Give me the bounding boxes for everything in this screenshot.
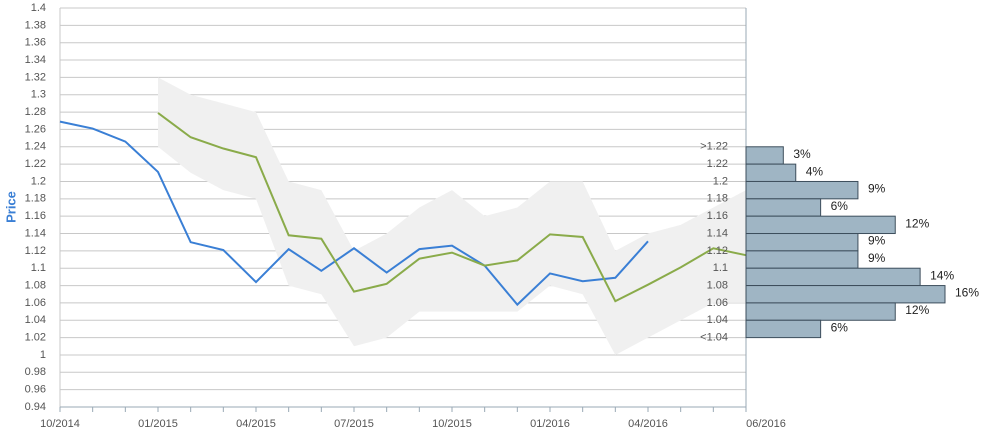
y-tick-label: 1.34 <box>25 54 46 66</box>
x-tick-label: 04/2015 <box>236 418 276 430</box>
x-tick-label: 07/2015 <box>334 418 374 430</box>
x-tick-label: 04/2016 <box>628 418 668 430</box>
bin-label: 1.18 <box>707 193 728 205</box>
bin-label: 1.08 <box>707 279 728 291</box>
series-line <box>157 112 747 303</box>
y-tick-label: 1.4 <box>31 2 46 14</box>
y-tick-label: 1.02 <box>25 332 46 344</box>
forecast-band <box>158 77 746 355</box>
probability-bar <box>745 250 859 269</box>
bar-value-label: 6% <box>831 320 849 334</box>
y-tick-label: 1.14 <box>25 227 46 239</box>
bin-label: 1.22 <box>707 158 728 170</box>
bin-label: 1.16 <box>707 210 728 222</box>
bar-value-label: 9% <box>868 234 886 248</box>
x-tick-label: 01/2015 <box>138 418 178 430</box>
y-tick-label: 1.36 <box>25 37 46 49</box>
y-tick-label: 1.04 <box>25 314 46 326</box>
bin-label: >1.22 <box>700 141 728 153</box>
probability-bar <box>745 267 921 287</box>
probability-bar <box>745 146 784 165</box>
probability-bar <box>745 233 859 252</box>
y-tick-label: 1.08 <box>25 279 46 291</box>
bin-label: 1.2 <box>713 175 728 187</box>
y-tick-label: 1.38 <box>25 19 46 31</box>
x-tick-label: 06/2016 <box>746 418 786 430</box>
probability-bar <box>745 302 896 321</box>
probability-bar <box>745 215 896 235</box>
y-tick-label: 1.28 <box>25 106 46 118</box>
bar-value-label: 3% <box>793 147 811 161</box>
probability-bar <box>745 319 822 339</box>
y-tick-label: 1.22 <box>25 158 46 170</box>
bin-label: <1.04 <box>700 332 728 344</box>
y-tick-label: 1.3 <box>31 89 46 101</box>
probability-bar <box>745 285 946 304</box>
bin-label: 1.06 <box>707 297 728 309</box>
bin-label: 1.14 <box>707 227 728 239</box>
y-tick-label: 1.18 <box>25 193 46 205</box>
y-tick-label: 1.12 <box>25 245 46 257</box>
y-tick-label: 0.94 <box>25 401 46 413</box>
y-tick-label: 1.24 <box>25 141 46 153</box>
probability-bar <box>745 198 822 217</box>
y-tick-label: 1 <box>40 349 46 361</box>
bar-value-label: 9% <box>868 251 886 265</box>
bar-value-label: 6% <box>831 199 849 213</box>
probability-bar <box>745 180 859 200</box>
bin-label: 1.12 <box>707 245 728 257</box>
bar-value-label: 9% <box>868 182 886 196</box>
y-axis-title: Price <box>3 191 18 223</box>
y-tick-label: 0.96 <box>25 384 46 396</box>
bar-value-label: 4% <box>806 164 824 178</box>
bar-value-label: 12% <box>905 216 929 230</box>
bin-label: 1.1 <box>713 262 728 274</box>
bin-label: 1.04 <box>707 314 728 326</box>
y-tick-label: 0.98 <box>25 366 46 378</box>
bar-value-label: 16% <box>955 286 979 300</box>
y-tick-label: 1.06 <box>25 297 46 309</box>
y-tick-label: 1.2 <box>31 175 46 187</box>
y-tick-label: 1.1 <box>31 262 46 274</box>
series-line <box>59 120 649 307</box>
y-tick-label: 1.32 <box>25 71 46 83</box>
bar-value-label: 12% <box>905 303 929 317</box>
x-tick-label: 01/2016 <box>530 418 570 430</box>
bar-value-label: 14% <box>930 268 954 282</box>
y-tick-label: 1.26 <box>25 123 46 135</box>
probability-bar <box>745 163 797 182</box>
x-tick-label: 10/2015 <box>432 418 472 430</box>
x-tick-label: 10/2014 <box>40 418 80 430</box>
y-tick-label: 1.16 <box>25 210 46 222</box>
